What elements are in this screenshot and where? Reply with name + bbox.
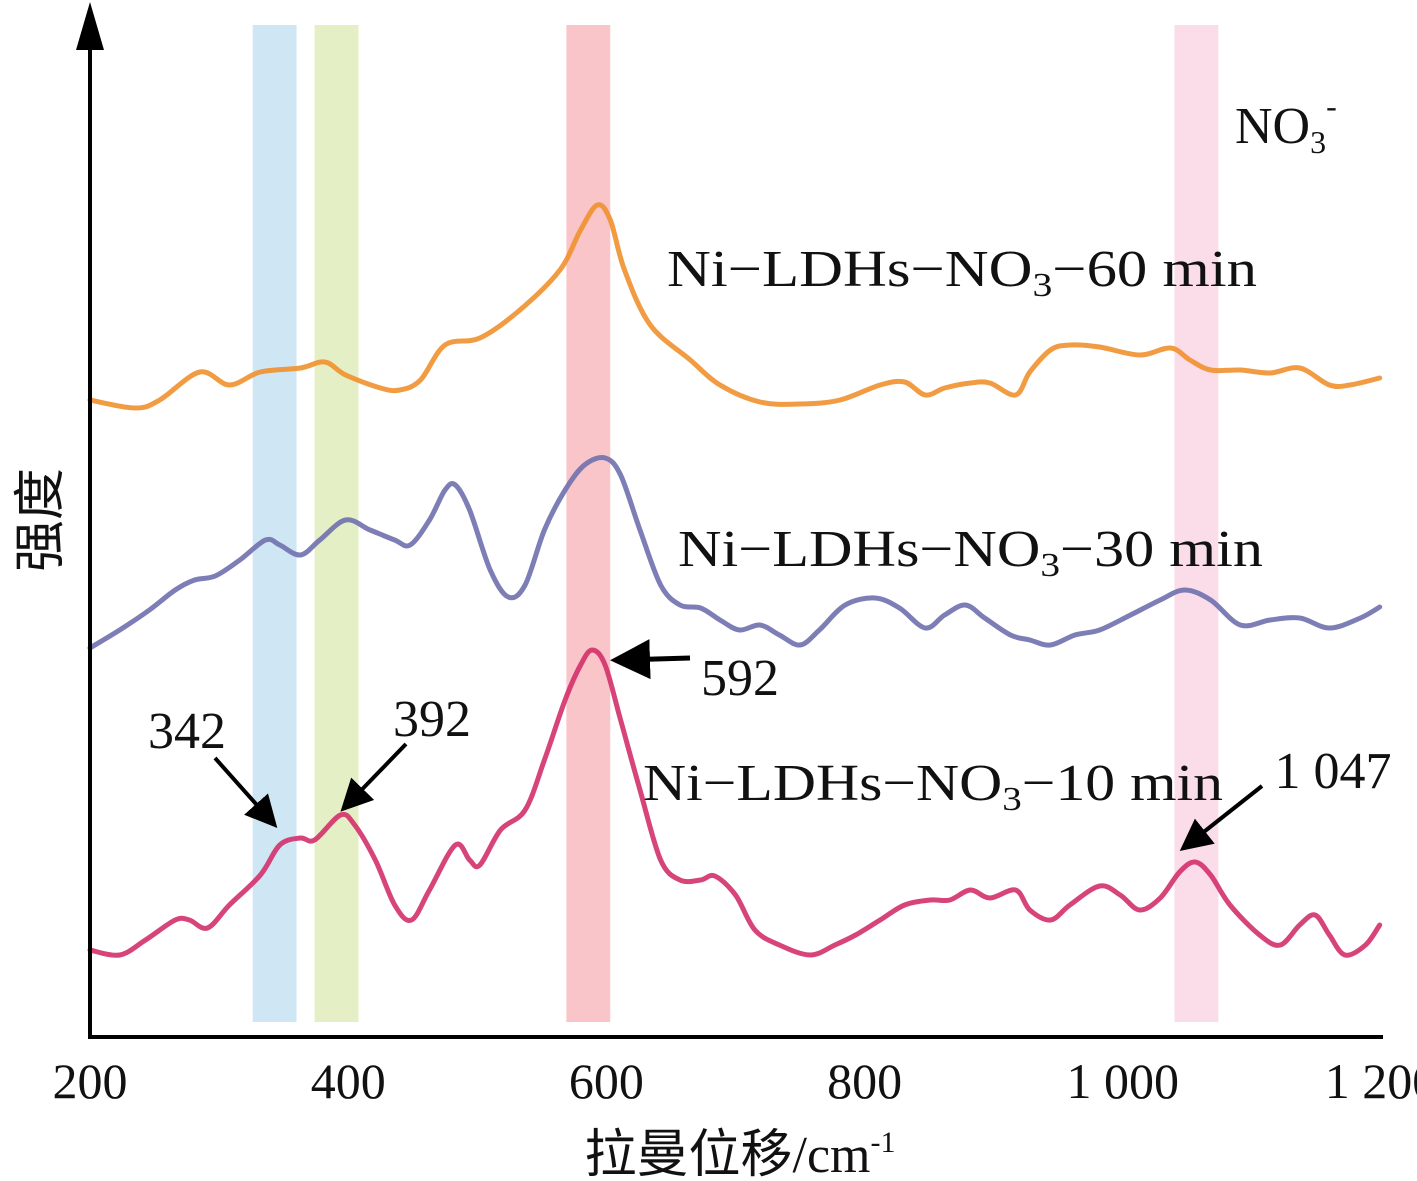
series-group [87, 202, 1383, 958]
annotation-label: 392 [393, 691, 471, 748]
annotation-label: 342 [148, 703, 226, 760]
x-tick-label: 600 [569, 1053, 644, 1109]
series-line-0 [87, 202, 1383, 411]
no3-band-label: NO3- [1235, 88, 1337, 160]
annotation-arrow-icon [1179, 784, 1264, 851]
x-tick-label: 800 [827, 1053, 902, 1109]
x-tick-label: 1 000 [1067, 1053, 1180, 1109]
x-tick-label: 200 [53, 1053, 128, 1109]
x-axis-label: 拉曼位移/cm-1 [585, 1126, 896, 1181]
y-axis-arrow-icon [76, 2, 104, 50]
series-label-10min: Ni−LDHs−NO 3−10 min [643, 755, 1223, 818]
annotation-592: 592 [610, 639, 779, 707]
annotation-392: 392 [340, 691, 471, 812]
annotation-arrow-icon [610, 639, 691, 680]
annotation-label: 592 [701, 650, 779, 707]
annotation-arrow-icon [213, 756, 278, 828]
annotation-arrow-icon [340, 742, 408, 812]
series-line-2 [87, 647, 1383, 958]
annotation-342: 342 [148, 703, 278, 828]
series-label-30min: Ni−LDHs−NO 3−30 min [678, 521, 1263, 584]
x-ticks: 200 400 600 800 1 000 1 200 [53, 1053, 1417, 1109]
highlight-band-2 [566, 25, 611, 1022]
series-line-1 [87, 455, 1383, 651]
y-axis-label: 强度 [13, 468, 70, 572]
annotation-1047: 1 047 [1179, 743, 1392, 851]
x-tick-label: 400 [311, 1053, 386, 1109]
series-label-60min: Ni−LDHs−NO 3−60 min [667, 241, 1257, 304]
x-tick-label: 1 200 [1325, 1053, 1417, 1109]
highlight-band-3 [1174, 25, 1219, 1022]
annotation-label: 1 047 [1275, 743, 1392, 800]
